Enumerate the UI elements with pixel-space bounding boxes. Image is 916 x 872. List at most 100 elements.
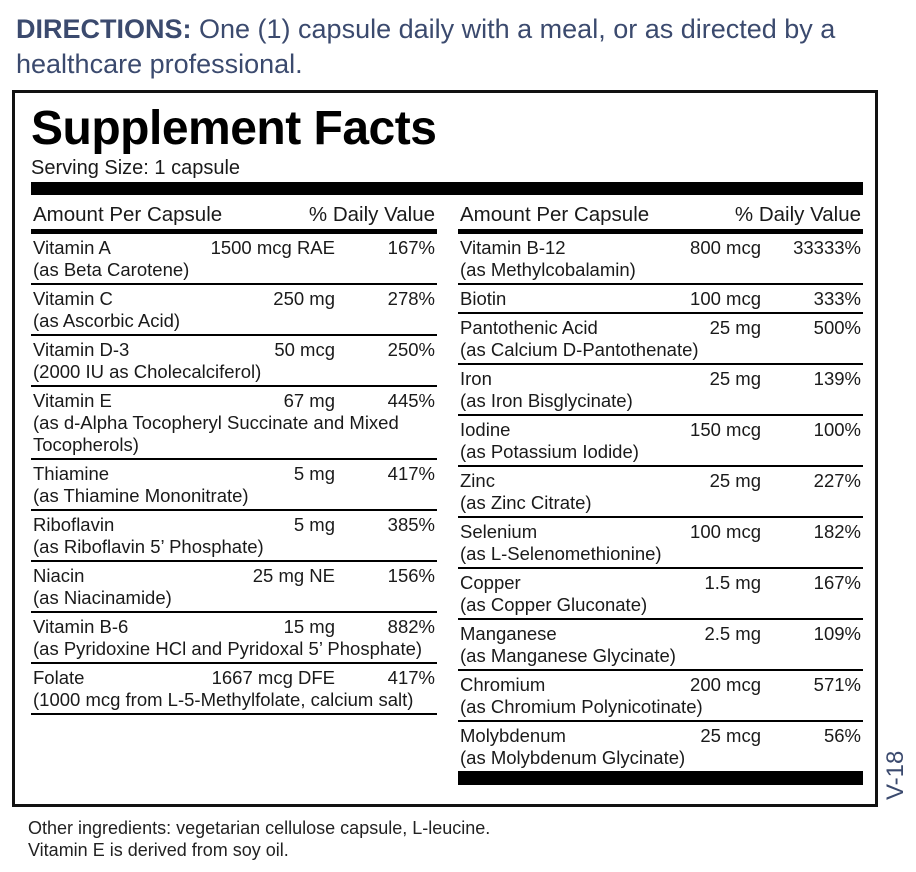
nutrient-row: Iron 25 mg 139% (as Iron Bisglycinate): [458, 365, 863, 416]
nutrient-row: Manganese 2.5 mg 109% (as Manganese Glycina…: [458, 620, 863, 671]
nutrient-source: (as Molybdenum Glycinate): [460, 747, 686, 768]
nutrient-row: Iodine 150 mcg 100% (as Potassium Iodide): [458, 416, 863, 467]
nutrient-amount: 800 mcg: [690, 237, 761, 258]
nutrient-amount: 100 mcg: [690, 521, 761, 542]
nutrient-name: Vitamin B-12: [460, 237, 566, 258]
other-ingredients: Other ingredients: vegetarian cellulose …: [28, 818, 491, 838]
nutrient-amount: 25 mg: [709, 470, 761, 491]
nutrient-dv: 167%: [387, 237, 435, 258]
nutrient-amount: 2.5 mg: [704, 623, 761, 644]
column-header: Amount Per Capsule % Daily Value: [458, 201, 863, 234]
nutrient-dv: 250%: [387, 339, 435, 360]
nutrient-amount: 5 mg: [293, 463, 335, 484]
nutrient-amount: 1.5 mg: [704, 572, 761, 593]
version-code: V-18: [882, 750, 909, 800]
nutrient-row: Biotin 100 mcg 333%: [458, 285, 863, 314]
nutrient-source: (as Pyridoxine HCl and Pyridoxal 5’ Phos…: [33, 638, 423, 659]
nutrient-name: Zinc: [460, 470, 495, 491]
nutrient-name: Selenium: [460, 521, 538, 542]
header-dv: % Daily Value: [734, 203, 861, 226]
nutrient-name: Manganese: [460, 623, 557, 644]
nutrient-amount: 200 mcg: [690, 674, 761, 695]
panel-title: Supplement Facts: [31, 102, 437, 155]
footer-notes: Other ingredients: vegetarian cellulose …: [28, 817, 490, 861]
header-dv: % Daily Value: [308, 203, 435, 226]
nutrient-amount: 1500 mcg RAE: [210, 237, 335, 258]
nutrient-dv: 109%: [813, 623, 861, 644]
directions-text: DIRECTIONS: One (1) capsule daily with a…: [16, 12, 886, 82]
nutrient-dv: 417%: [387, 667, 435, 688]
nutrient-name: Iron: [460, 368, 492, 389]
nutrient-name: Vitamin D-3: [33, 339, 130, 360]
nutrient-row: Vitamin C 250 mg 278% (as Ascorbic Acid): [31, 285, 437, 336]
nutrient-dv: 417%: [387, 463, 435, 484]
nutrient-amount: 25 mg NE: [252, 565, 335, 586]
nutrient-source: (as Riboflavin 5’ Phosphate): [33, 536, 264, 557]
nutrient-name: Niacin: [33, 565, 85, 586]
nutrient-amount: 67 mg: [283, 390, 335, 411]
nutrient-row: Zinc 25 mg 227% (as Zinc Citrate): [458, 467, 863, 518]
nutrient-row: Vitamin A 1500 mcg RAE 167% (as Beta Carote…: [31, 234, 437, 285]
left-column: Amount Per Capsule % Daily Value Vitamin…: [31, 201, 437, 715]
nutrient-row: Folate 1667 mcg DFE 417% (1000 mcg from L-5…: [31, 664, 437, 715]
nutrient-source: (1000 mcg from L-5-Methylfolate, calcium…: [33, 689, 414, 710]
nutrient-row: Chromium 200 mcg 571% (as Chromium Polynico…: [458, 671, 863, 722]
nutrient-name: Vitamin B-6: [33, 616, 129, 637]
nutrient-name: Biotin: [460, 288, 507, 309]
nutrient-source: (as L-Selenomethionine): [460, 543, 662, 564]
nutrient-dv: 333%: [813, 288, 861, 309]
nutrient-dv: 167%: [813, 572, 861, 593]
nutrient-name: Chromium: [460, 674, 546, 695]
nutrient-name: Riboflavin: [33, 514, 115, 535]
nutrient-source: (as Calcium D-Pantothenate): [460, 339, 699, 360]
nutrient-amount: 250 mg: [273, 288, 335, 309]
nutrient-dv: 278%: [387, 288, 435, 309]
supplement-facts-panel: Supplement Facts Serving Size: 1 capsule…: [12, 90, 878, 807]
nutrient-name: Copper: [460, 572, 521, 593]
nutrient-source: (as Potassium Iodide): [460, 441, 639, 462]
nutrient-name: Vitamin E: [33, 390, 112, 411]
divider-bar: [31, 182, 863, 195]
nutrient-dv: 571%: [813, 674, 861, 695]
nutrient-amount: 25 mg: [709, 368, 761, 389]
nutrient-dv: 182%: [813, 521, 861, 542]
nutrient-dv: 385%: [387, 514, 435, 535]
nutrient-dv: 882%: [387, 616, 435, 637]
directions-label: DIRECTIONS:: [16, 14, 192, 44]
nutrient-row: Pantothenic Acid 25 mg 500% (as Calcium D-P…: [458, 314, 863, 365]
nutrient-amount: 15 mg: [283, 616, 335, 637]
nutrient-name: Pantothenic Acid: [460, 317, 598, 338]
nutrient-row: Molybdenum 25 mcg 56% (as Molybdenum Glycin…: [458, 722, 863, 785]
column-header: Amount Per Capsule % Daily Value: [31, 201, 437, 234]
nutrient-row: Vitamin B-12 800 mcg 33333% (as Methylcobal…: [458, 234, 863, 285]
nutrient-amount: 150 mcg: [690, 419, 761, 440]
nutrient-row: Vitamin E 67 mg 445% (as d-Alpha Tocopheryl…: [31, 387, 437, 460]
nutrient-row: Vitamin D-3 50 mcg 250% (2000 IU as Choleca…: [31, 336, 437, 387]
nutrient-source: (as Ascorbic Acid): [33, 310, 181, 331]
nutrient-row: Copper 1.5 mg 167% (as Copper Gluconate): [458, 569, 863, 620]
nutrient-amount: 1667 mcg DFE: [211, 667, 335, 688]
nutrient-source: (as d-Alpha Tocopheryl Succinate and Mix…: [33, 412, 399, 455]
nutrient-row: Selenium 100 mcg 182% (as L-Selenomethionin…: [458, 518, 863, 569]
nutrient-dv: 56%: [823, 725, 861, 746]
nutrient-row: Riboflavin 5 mg 385% (as Riboflavin 5’ Phos…: [31, 511, 437, 562]
nutrient-name: Folate: [33, 667, 85, 688]
nutrient-source: (as Thiamine Mononitrate): [33, 485, 249, 506]
nutrient-dv: 156%: [387, 565, 435, 586]
allergen-note: Vitamin E is derived from soy oil.: [28, 840, 289, 860]
nutrient-name: Vitamin A: [33, 237, 111, 258]
nutrient-amount: 50 mcg: [274, 339, 335, 360]
nutrient-dv: 100%: [813, 419, 861, 440]
nutrient-row: Thiamine 5 mg 417% (as Thiamine Mononitrate…: [31, 460, 437, 511]
nutrient-dv: 33333%: [793, 237, 861, 258]
nutrient-amount: 25 mg: [709, 317, 761, 338]
nutrient-dv: 227%: [813, 470, 861, 491]
nutrient-row: Vitamin B-6 15 mg 882% (as Pyridoxine HCl a…: [31, 613, 437, 664]
nutrient-amount: 5 mg: [293, 514, 335, 535]
nutrient-source: (as Iron Bisglycinate): [460, 390, 633, 411]
nutrient-amount: 100 mcg: [690, 288, 761, 309]
nutrient-source: (as Niacinamide): [33, 587, 172, 608]
right-column: Amount Per Capsule % Daily Value Vitamin…: [458, 201, 863, 785]
nutrient-source: (as Zinc Citrate): [460, 492, 592, 513]
nutrient-source: (as Methylcobalamin): [460, 259, 636, 280]
